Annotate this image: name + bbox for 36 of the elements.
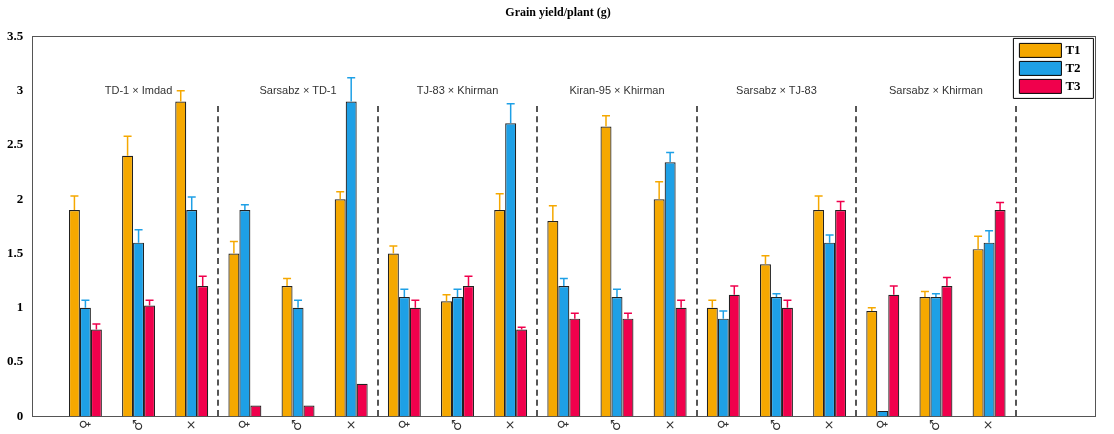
y-tick-label: 1 xyxy=(16,299,24,315)
chart-title: Grain yield/plant (g) xyxy=(505,5,611,20)
annotation: Sarsabz × Khirman xyxy=(889,84,983,97)
x-tick-label: ♀ xyxy=(555,419,571,429)
x-tick-label: ♂ xyxy=(608,419,624,431)
x-tick-label: ♂ xyxy=(448,419,464,431)
legend-label: T3 xyxy=(1065,77,1082,93)
y-tick-label: 1.5 xyxy=(7,244,24,260)
y-tick-label: 0.5 xyxy=(7,353,24,369)
annotation: TJ-83 × Khirman xyxy=(416,84,499,97)
y-tick-label: 2.5 xyxy=(7,136,24,152)
x-tick-label: ♂ xyxy=(927,419,943,431)
y-tick-label: 3 xyxy=(16,82,24,98)
x-tick-label: × xyxy=(980,419,996,431)
x-tick-label: × xyxy=(502,419,518,431)
x-tick-label: ♂ xyxy=(289,419,305,431)
y-tick-label: 3.5 xyxy=(7,27,24,43)
annotation: Kiran-95 × Khirman xyxy=(569,84,665,97)
x-tick-label: ♀ xyxy=(395,419,411,429)
x-tick-label: × xyxy=(342,419,358,431)
x-tick-label: × xyxy=(820,419,836,431)
x-tick-label: × xyxy=(183,419,199,431)
annotation: Sarsabz × TJ-83 xyxy=(736,84,817,97)
annotation: TD-1 × Imdad xyxy=(104,84,173,97)
legend-label: T2 xyxy=(1065,59,1081,75)
x-tick-label: ♂ xyxy=(129,419,145,431)
x-tick-label: ♂ xyxy=(767,419,783,431)
x-tick-label: ♀ xyxy=(76,419,92,429)
x-tick-label: ♀ xyxy=(236,419,252,429)
x-tick-label: × xyxy=(661,419,677,431)
x-tick-label: ♀ xyxy=(714,419,730,429)
y-tick-label: 2 xyxy=(16,190,24,206)
x-tick-label: ♀ xyxy=(874,419,890,429)
y-tick-label: 0 xyxy=(16,407,24,423)
annotation: Sarsabz × TD-1 xyxy=(259,84,337,97)
legend-label: T1 xyxy=(1065,41,1081,57)
